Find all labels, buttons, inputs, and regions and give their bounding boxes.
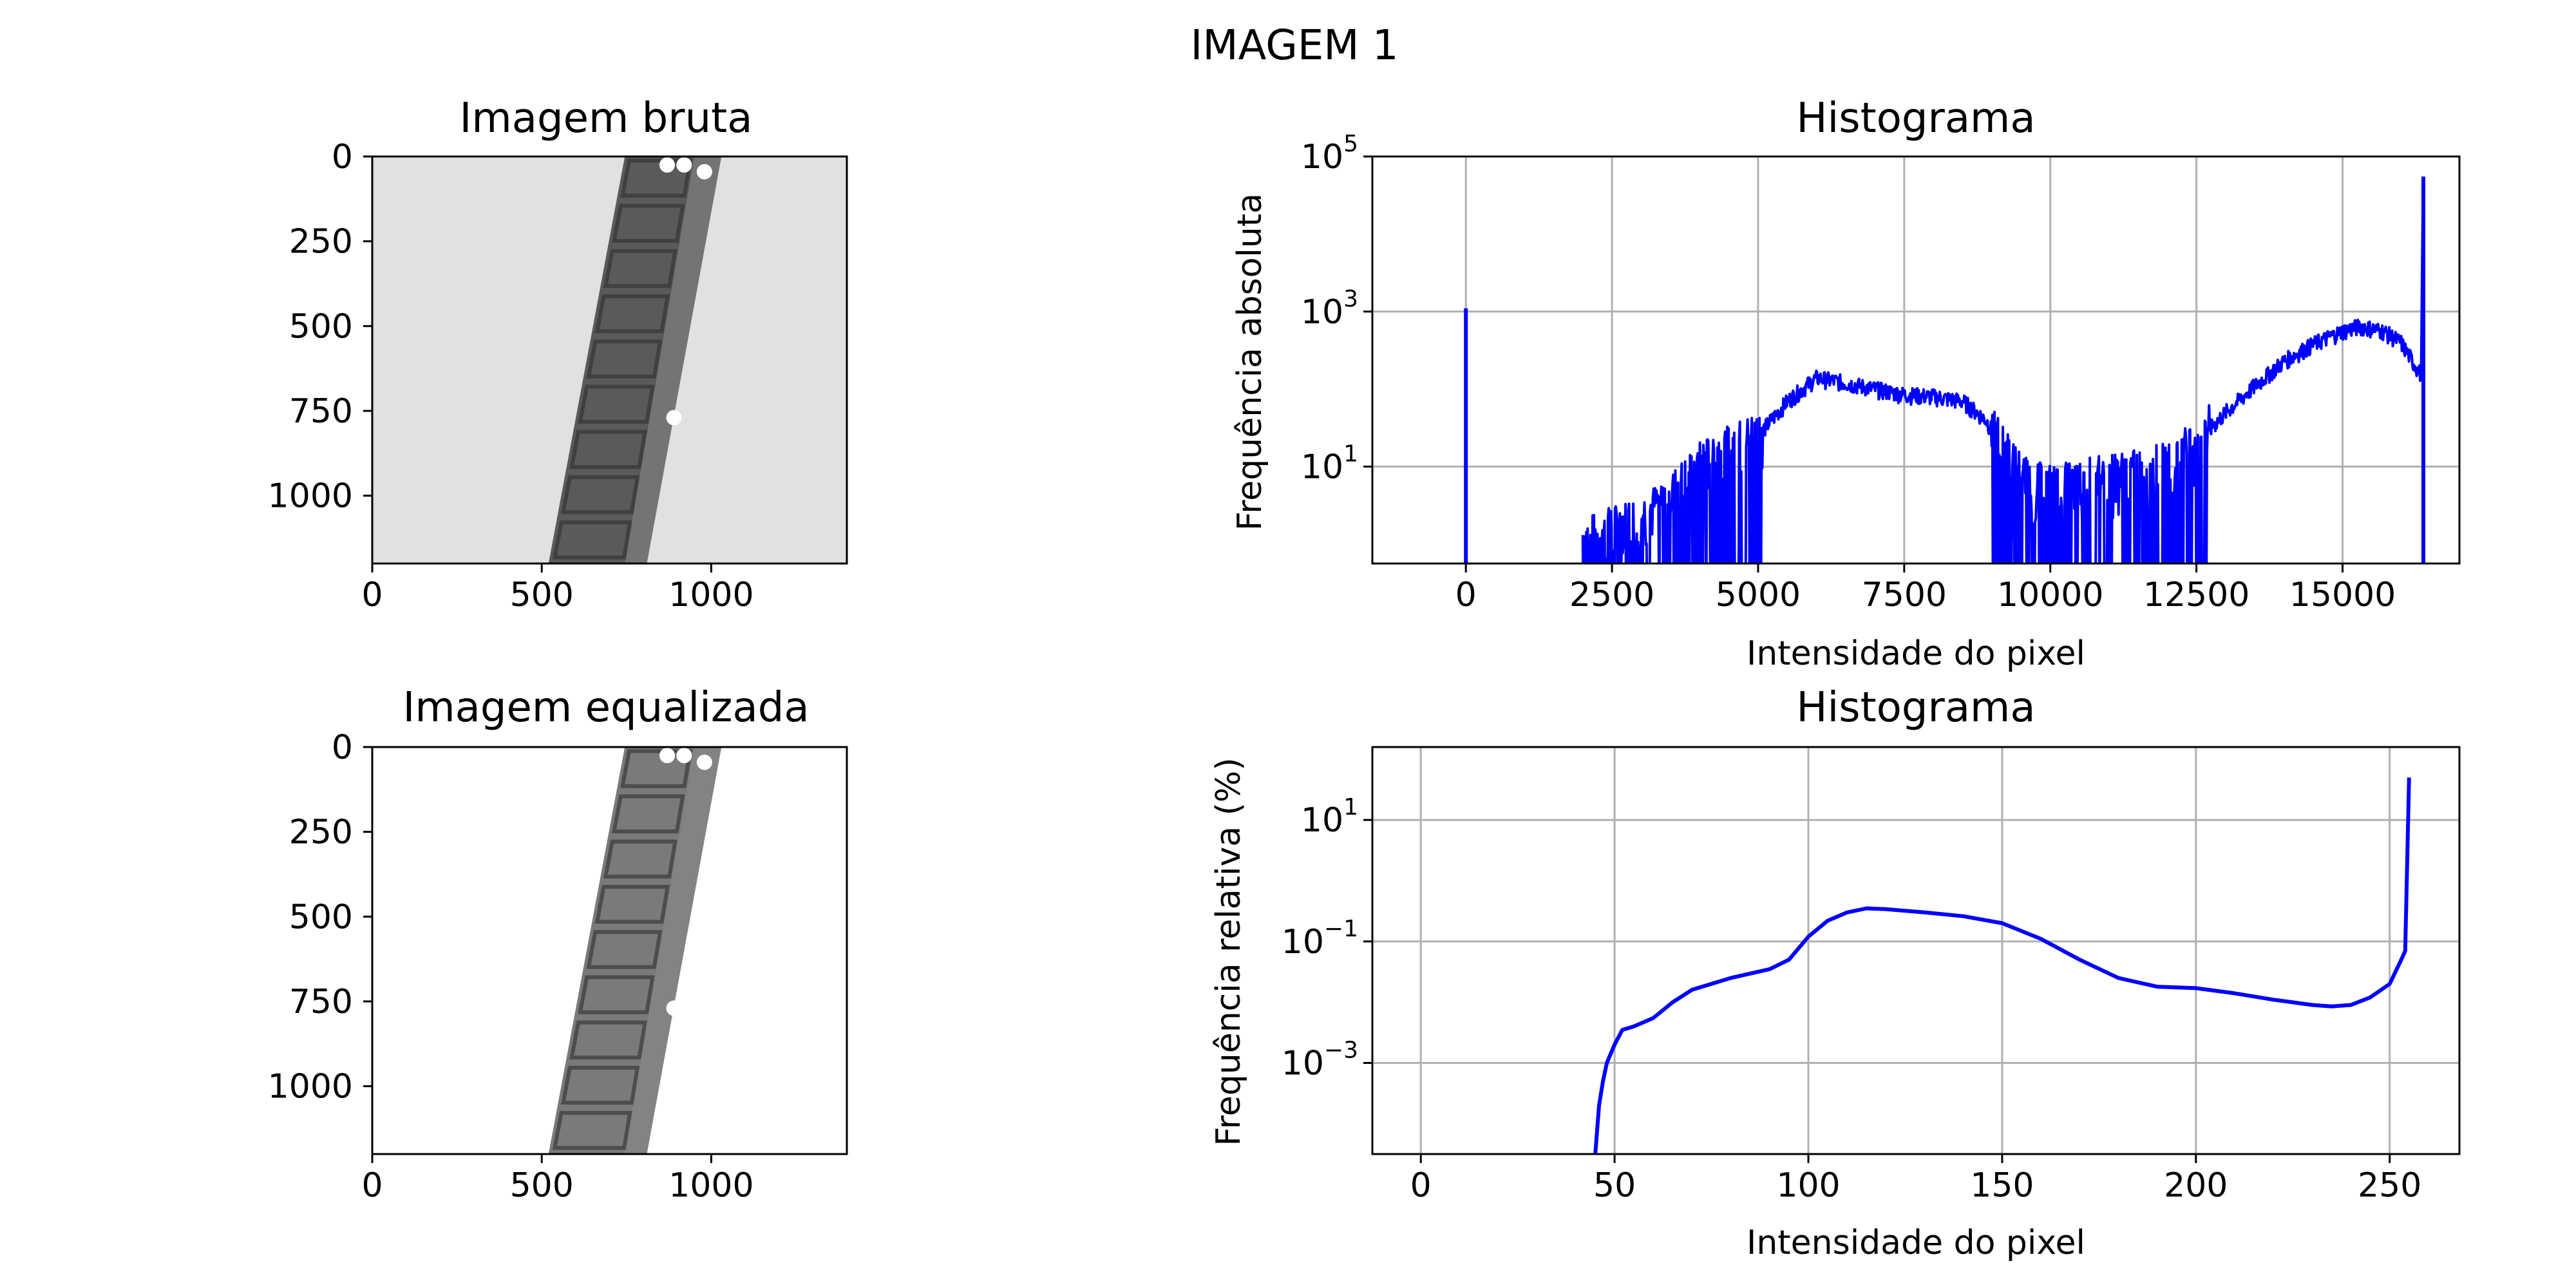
- equalized-image-xtick-label: 500: [510, 1166, 574, 1205]
- relative-histogram-frame: [1371, 746, 2461, 1155]
- equalized-image-title: Imagem equalizada: [402, 684, 809, 732]
- relative-histogram-xtick-label: 50: [1593, 1166, 1636, 1205]
- absolute-histogram-panel: Histograma Intensidade do pixel Frequênc…: [1231, 95, 2461, 673]
- relative-histogram-xtick-label: 200: [2164, 1166, 2228, 1205]
- equalized-image-ytick-label: 500: [289, 898, 353, 936]
- absolute-histogram-ytick-label: 105: [1301, 131, 1358, 176]
- absolute-histogram-xtick-label: 15000: [2289, 576, 2396, 614]
- equalized-image-ytick-label: 250: [289, 813, 353, 852]
- relative-histogram-ytick-label: 10−3: [1282, 1037, 1358, 1083]
- relative-histogram-xtick-label: 250: [2358, 1166, 2421, 1205]
- equalized-image-ytick-label: 750: [289, 983, 353, 1021]
- absolute-histogram-ylabel: Frequência absoluta: [1231, 193, 1269, 531]
- raw-image-xtick-label: 1000: [668, 576, 753, 614]
- equalized-image-xtick-label: 0: [361, 1166, 383, 1205]
- raw-image-frame: [371, 155, 848, 565]
- absolute-histogram-xlabel: Intensidade do pixel: [1747, 634, 2085, 673]
- raw-image-xtick-label: 500: [510, 576, 574, 614]
- equalized-image-ytick-label: 0: [332, 728, 353, 767]
- absolute-histogram-xtick-label: 2500: [1569, 576, 1654, 614]
- relative-histogram-xtick-label: 150: [1970, 1166, 2034, 1205]
- relative-histogram-series-line: [1593, 777, 2411, 1154]
- relative-histogram-xtick-label: 0: [1410, 1166, 1432, 1205]
- absolute-histogram-xtick-label: 10000: [1997, 576, 2103, 614]
- absolute-histogram-ytick-label: 101: [1301, 441, 1358, 487]
- relative-histogram-ytick-label: 10−1: [1282, 916, 1358, 961]
- absolute-histogram-xtick-label: 7500: [1862, 576, 1947, 614]
- raw-image-title: Imagem bruta: [460, 95, 753, 142]
- raw-image-film-strip: [548, 156, 722, 564]
- raw-image-panel: Imagem bruta 0 500 1000 0 250 500 750 1000: [268, 95, 848, 614]
- relative-histogram-panel: Histograma Intensidade do pixel Frequênc…: [1209, 684, 2461, 1262]
- raw-image-ytick-label: 500: [289, 307, 353, 346]
- absolute-histogram-xtick-label: 5000: [1716, 576, 1801, 614]
- figure-suptitle: IMAGEM 1: [1190, 22, 1398, 70]
- relative-histogram-ytick-label: 101: [1301, 794, 1358, 840]
- absolute-histogram-series-line: [1581, 318, 2423, 564]
- raw-image-ytick-label: 0: [332, 138, 353, 176]
- raw-image-ytick-label: 750: [289, 392, 353, 431]
- absolute-histogram-xtick-label: 0: [1455, 576, 1477, 614]
- absolute-histogram-ytick-label: 103: [1301, 286, 1358, 332]
- raw-image-ytick-label: 250: [289, 223, 353, 261]
- equalized-image-film-strip: [548, 747, 722, 1154]
- absolute-histogram-frame: [1371, 155, 2461, 565]
- equalized-image-frame: [371, 746, 848, 1155]
- relative-histogram-ylabel: Frequência relativa (%): [1209, 757, 1248, 1146]
- equalized-image-xtick-label: 1000: [668, 1166, 753, 1205]
- equalized-image-panel: Imagem equalizada 0 500 1000 0 250 500 750 1000: [268, 684, 848, 1205]
- raw-image-ytick-label: 1000: [268, 477, 353, 516]
- relative-histogram-title: Histograma: [1796, 684, 2035, 732]
- raw-image-xtick-label: 0: [361, 576, 383, 614]
- equalized-image-ytick-label: 1000: [268, 1068, 353, 1106]
- relative-histogram-xtick-label: 100: [1776, 1166, 1840, 1205]
- absolute-histogram-title: Histograma: [1796, 95, 2035, 142]
- absolute-histogram-spike-join: [2420, 176, 2425, 375]
- relative-histogram-xlabel: Intensidade do pixel: [1747, 1224, 2085, 1262]
- absolute-histogram-xtick-label: 12500: [2143, 576, 2249, 614]
